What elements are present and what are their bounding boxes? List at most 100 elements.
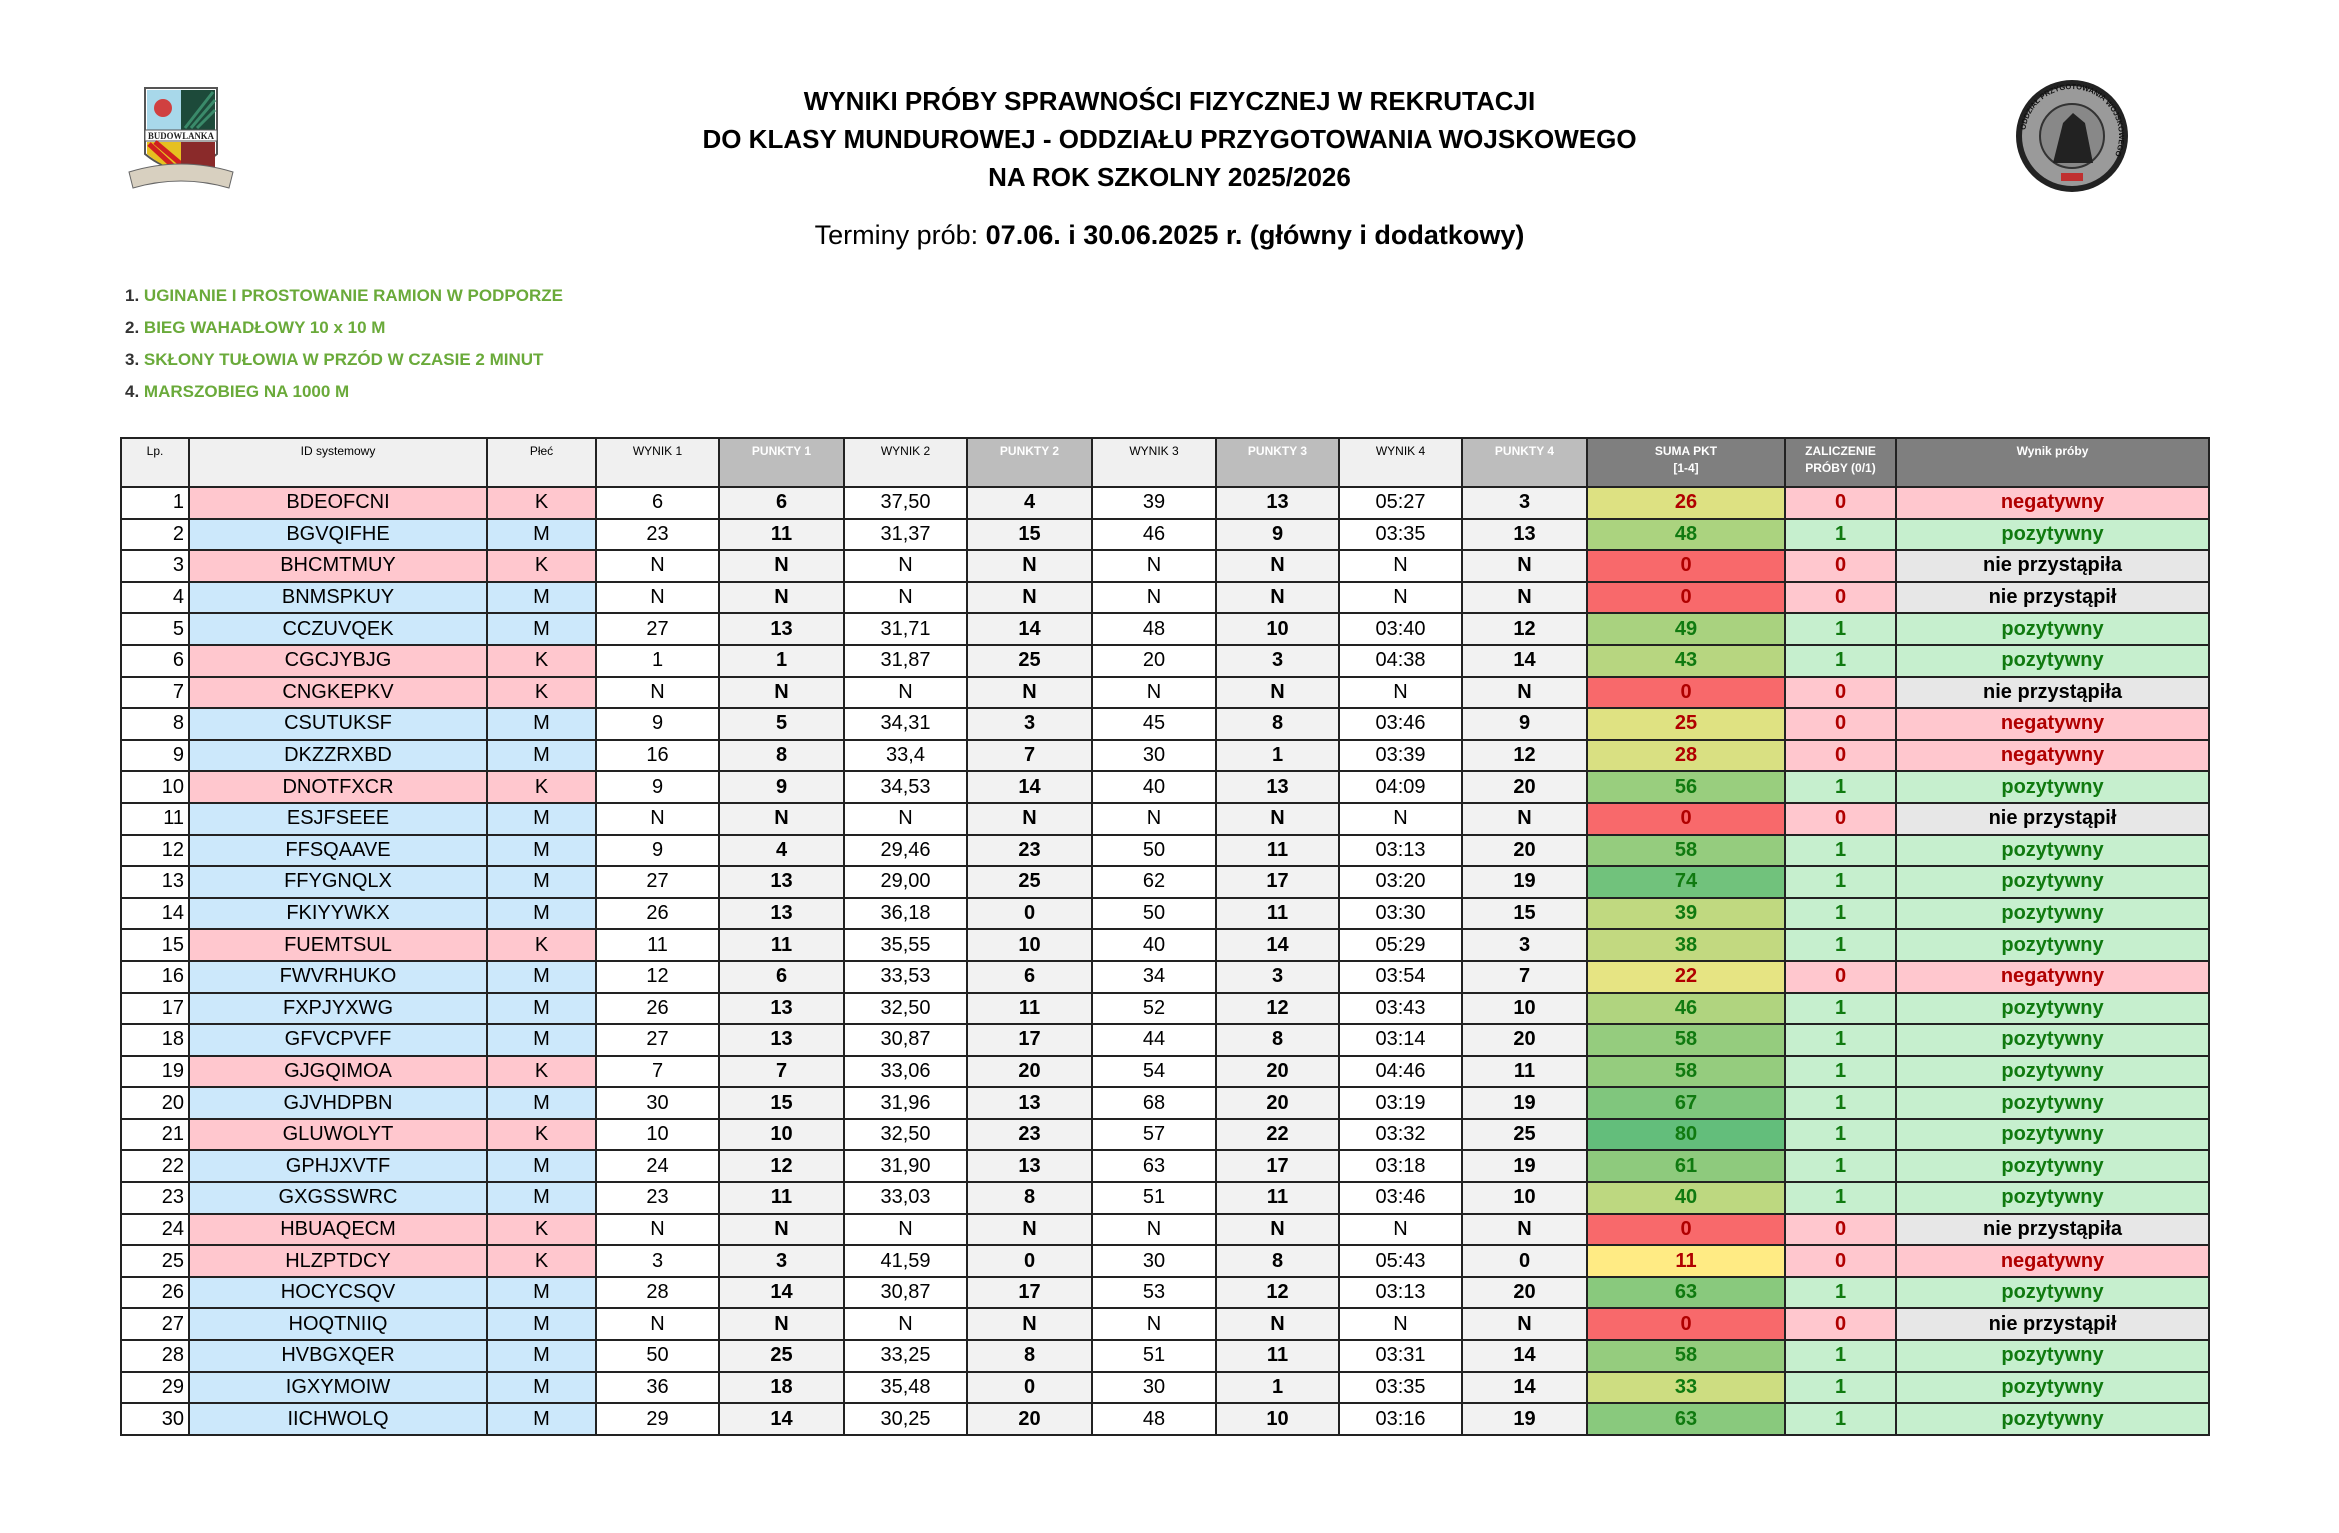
cell-result-1: 29: [595, 1402, 720, 1436]
cell-points-2: 17: [966, 1023, 1093, 1057]
cell-pass: 1: [1784, 1181, 1897, 1215]
cell-points-4: 25: [1461, 1117, 1588, 1152]
cell-result-2: N: [843, 1212, 968, 1247]
cell-points-2: 20: [966, 1054, 1093, 1089]
cell-result-1: 16: [595, 738, 720, 773]
cell-id: GJVHDPBN: [188, 1086, 488, 1120]
cell-sum: 28: [1586, 738, 1786, 773]
table-row: 19 GJGQIMOA K 7 7 33,06 20 54 20 04:46 11 58 1 pozyty…: [120, 1054, 2210, 1089]
cell-result-2: 34,31: [843, 707, 968, 741]
cell-result-3: 44: [1091, 1023, 1217, 1057]
cell-id: ESJFSEEE: [188, 801, 488, 836]
cell-points-1: 11: [718, 1181, 845, 1215]
cell-lp: 27: [120, 1307, 190, 1342]
cell-pass: 0: [1784, 1244, 1897, 1278]
cell-result-2: 36,18: [843, 896, 968, 931]
column-header-points-3: PUNKTY 3: [1215, 437, 1340, 488]
cell-outcome: negatywny: [1895, 1244, 2210, 1278]
cell-points-1: 18: [718, 1370, 845, 1405]
cell-points-2: N: [966, 549, 1093, 583]
cell-sum: 48: [1586, 517, 1786, 552]
cell-result-4: 03:14: [1338, 1023, 1463, 1057]
cell-outcome: pozytywny: [1895, 1181, 2210, 1215]
cell-result-2: 33,06: [843, 1054, 968, 1089]
cell-points-2: N: [966, 1212, 1093, 1247]
cell-points-3: 8: [1215, 1244, 1340, 1278]
cell-result-2: 35,55: [843, 928, 968, 962]
cell-sum: 0: [1586, 1212, 1786, 1247]
cell-points-4: 20: [1461, 1275, 1588, 1310]
cell-lp: 3: [120, 549, 190, 583]
cell-lp: 18: [120, 1023, 190, 1057]
cell-points-1: 7: [718, 1054, 845, 1089]
cell-result-2: 30,87: [843, 1275, 968, 1310]
cell-result-2: 30,25: [843, 1402, 968, 1436]
cell-points-1: N: [718, 1307, 845, 1342]
cell-points-2: 23: [966, 1117, 1093, 1152]
cell-sum: 58: [1586, 1054, 1786, 1089]
cell-sum: 80: [1586, 1117, 1786, 1152]
cell-points-4: 14: [1461, 1370, 1588, 1405]
cell-id: DNOTFXCR: [188, 770, 488, 804]
cell-points-2: N: [966, 801, 1093, 836]
cell-gender: M: [486, 517, 597, 552]
cell-id: FFSQAAVE: [188, 833, 488, 868]
cell-points-1: 12: [718, 1149, 845, 1184]
cell-points-3: N: [1215, 549, 1340, 583]
cell-outcome: pozytywny: [1895, 770, 2210, 804]
cell-result-1: N: [595, 801, 720, 836]
cell-gender: K: [486, 1212, 597, 1247]
cell-result-4: 05:43: [1338, 1244, 1463, 1278]
cell-result-1: 10: [595, 1117, 720, 1152]
column-header-result-2: WYNIK 2: [843, 437, 968, 488]
cell-points-1: 8: [718, 738, 845, 773]
cell-result-4: 03:43: [1338, 991, 1463, 1026]
cell-result-2: 33,4: [843, 738, 968, 773]
table-row: 23 GXGSSWRC M 23 11 33,03 8 51 11 03:46 10 40 1 pozyt…: [120, 1181, 2210, 1215]
column-header-lp: Lp.: [120, 437, 190, 488]
table-row: 29 IGXYMOIW M 36 18 35,48 0 30 1 03:35 14 33 1 pozyty…: [120, 1370, 2210, 1405]
cell-result-3: 50: [1091, 896, 1217, 931]
cell-gender: M: [486, 1275, 597, 1310]
cell-result-1: 9: [595, 707, 720, 741]
cell-sum: 61: [1586, 1149, 1786, 1184]
cell-result-4: N: [1338, 1212, 1463, 1247]
cell-points-4: 14: [1461, 643, 1588, 678]
cell-gender: M: [486, 1023, 597, 1057]
table-row: 13 FFYGNQLX M 27 13 29,00 25 62 17 03:20 19 74 1 pozy…: [120, 865, 2210, 899]
cell-pass: 1: [1784, 1402, 1897, 1436]
cell-result-3: N: [1091, 1307, 1217, 1342]
cell-result-2: 31,37: [843, 517, 968, 552]
cell-points-1: N: [718, 549, 845, 583]
cell-outcome: pozytywny: [1895, 928, 2210, 962]
cell-lp: 21: [120, 1117, 190, 1152]
cell-gender: M: [486, 896, 597, 931]
cell-lp: 9: [120, 738, 190, 773]
cell-points-1: 13: [718, 1023, 845, 1057]
cell-points-1: 14: [718, 1275, 845, 1310]
cell-result-3: 51: [1091, 1181, 1217, 1215]
cell-result-1: 11: [595, 928, 720, 962]
cell-sum: 0: [1586, 1307, 1786, 1342]
cell-result-4: 03:46: [1338, 1181, 1463, 1215]
cell-result-1: 24: [595, 1149, 720, 1184]
table-row: 15 FUEMTSUL K 11 11 35,55 10 40 14 05:29 3 38 1 pozyt…: [120, 928, 2210, 962]
cell-gender: M: [486, 707, 597, 741]
cell-lp: 23: [120, 1181, 190, 1215]
cell-result-3: N: [1091, 801, 1217, 836]
cell-result-4: 03:46: [1338, 707, 1463, 741]
test-dates: Terminy prób: 07.06. i 30.06.2025 r. (gł…: [0, 220, 2339, 251]
cell-result-4: N: [1338, 549, 1463, 583]
cell-gender: M: [486, 1307, 597, 1342]
cell-lp: 4: [120, 580, 190, 615]
cell-points-3: 14: [1215, 928, 1340, 962]
cell-id: FUEMTSUL: [188, 928, 488, 962]
cell-result-3: 53: [1091, 1275, 1217, 1310]
cell-points-2: 25: [966, 865, 1093, 899]
cell-gender: K: [486, 928, 597, 962]
cell-points-2: N: [966, 675, 1093, 710]
cell-result-1: 26: [595, 991, 720, 1026]
cell-pass: 1: [1784, 1117, 1897, 1152]
cell-points-2: 25: [966, 643, 1093, 678]
cell-result-1: 1: [595, 643, 720, 678]
